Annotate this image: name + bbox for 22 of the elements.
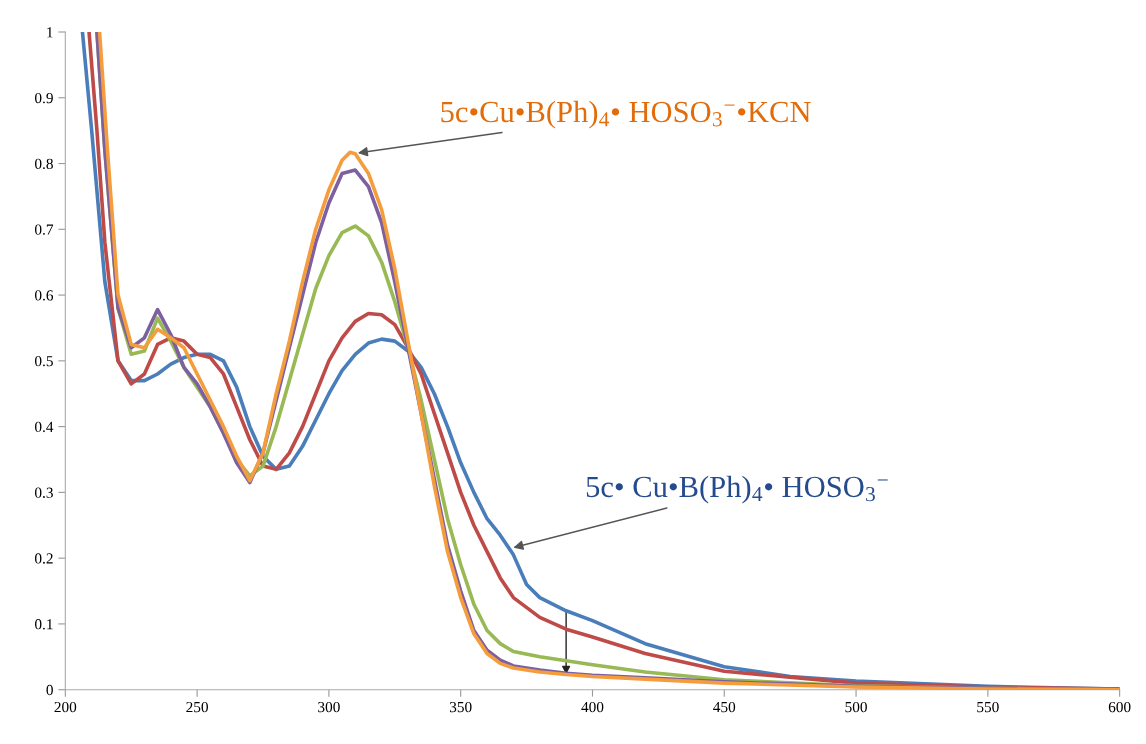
annotation: 5c• Cu•B(Ph)$_{4}$• HOSO$_{3}$$^{−}$	[586, 475, 888, 504]
x-tick-label: 300	[318, 701, 340, 713]
annotation: 5c•Cu•B(Ph)$_{4}$• HOSO$_{3}$$^{−}$•KCN	[441, 100, 811, 129]
y-tick-label: 0.7	[35, 224, 54, 235]
y-tick-label: 0.9	[35, 92, 53, 104]
x-tick-label: 350	[449, 701, 472, 713]
y-tick-label: 1	[47, 27, 53, 38]
y-tick-label: 0	[46, 684, 53, 696]
y-tick-label: 0.6	[35, 290, 54, 301]
x-tick-label: 550	[977, 701, 999, 713]
y-tick-label: 0.5	[35, 355, 53, 367]
x-tick-label: 450	[713, 701, 736, 713]
y-tick-label: 0.3	[35, 487, 53, 498]
x-tick-label: 500	[845, 701, 867, 713]
x-tick-label: 250	[186, 701, 208, 713]
x-tick-label: 400	[581, 701, 604, 713]
y-tick-label: 0.1	[35, 619, 53, 630]
x-tick-label: 200	[54, 701, 77, 713]
x-tick-label: 600	[1108, 701, 1131, 713]
y-tick-label: 0.2	[35, 553, 53, 564]
y-tick-label: 0.8	[35, 158, 53, 170]
y-tick-label: 0.4	[35, 421, 54, 433]
